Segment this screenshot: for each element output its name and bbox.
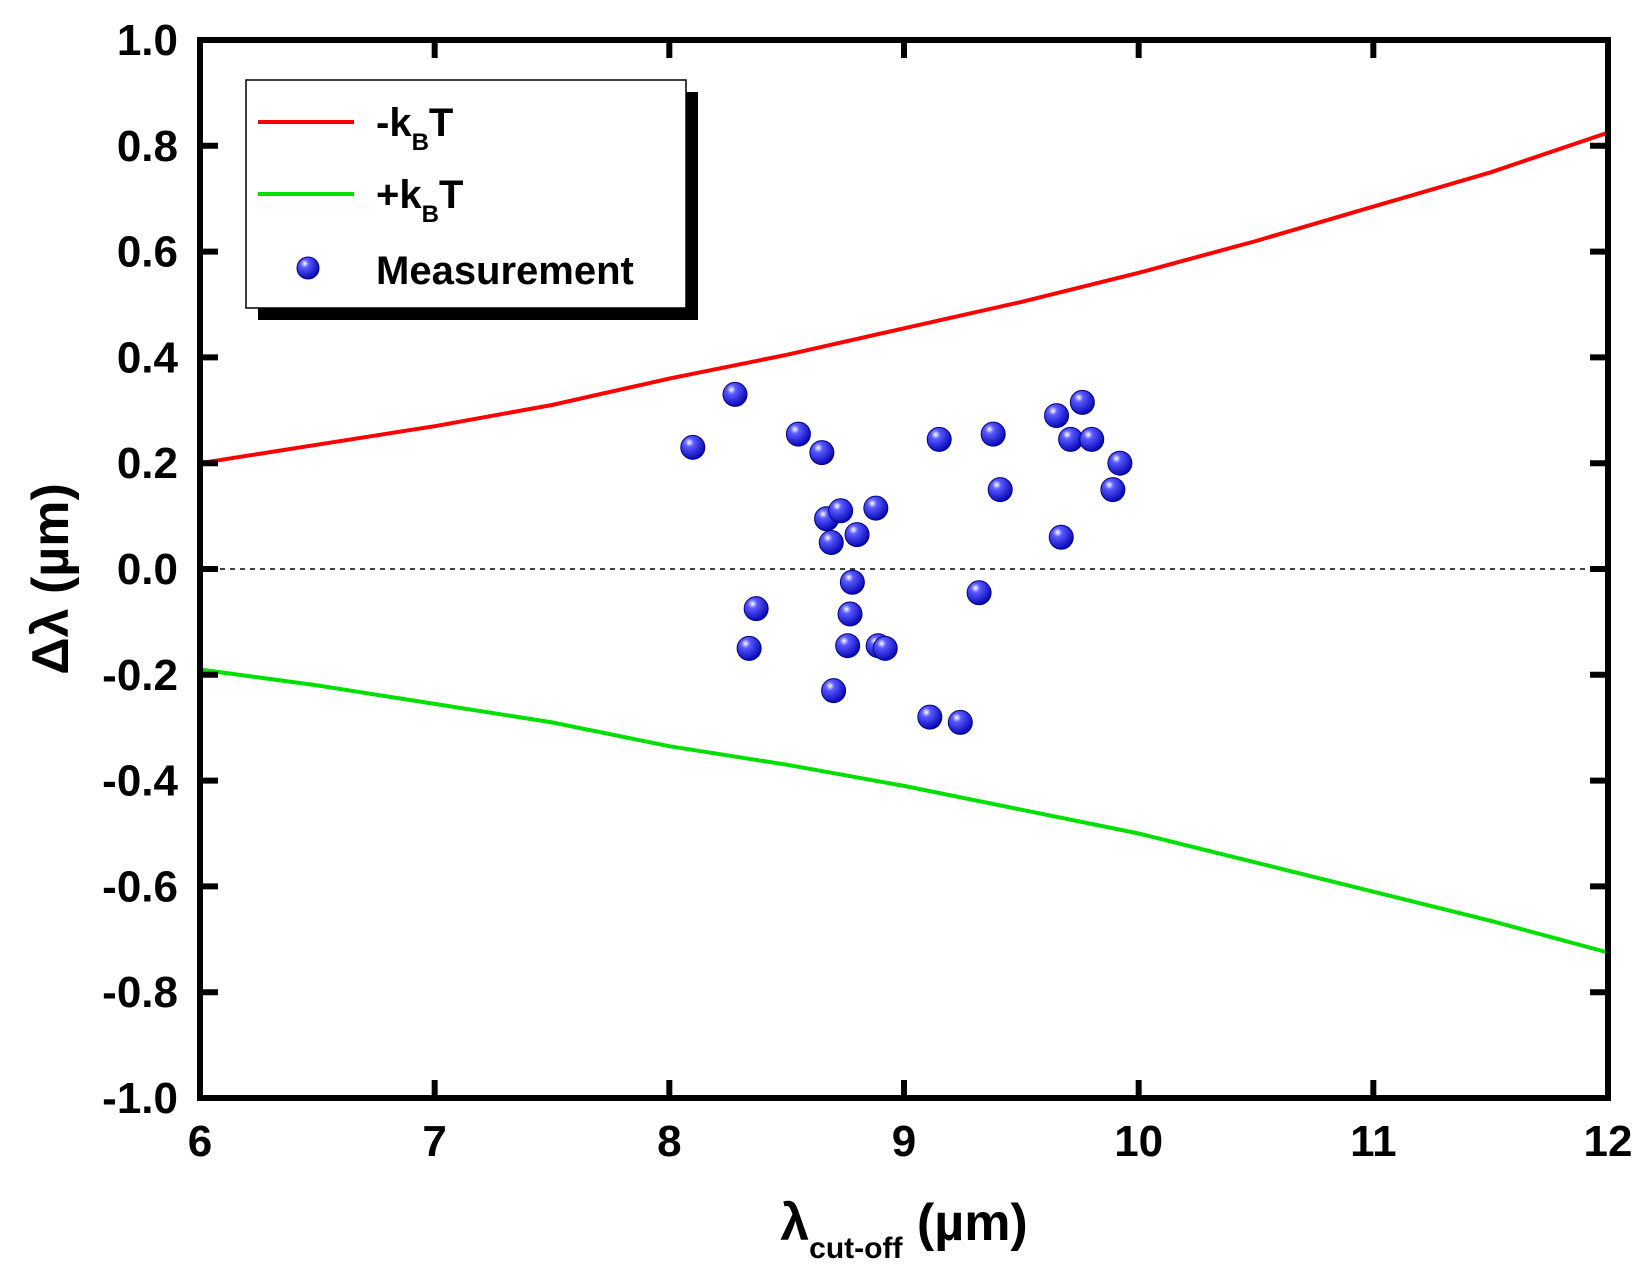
- measurement-point: [863, 495, 889, 521]
- measurement-point: [966, 580, 992, 606]
- y-axis-title: Δλ (µm): [22, 483, 80, 675]
- y-tick-label: -0.4: [102, 757, 178, 806]
- measurement-point: [1079, 426, 1105, 452]
- y-tick-label: -0.6: [102, 862, 178, 911]
- legend-label-tail: T: [429, 101, 453, 145]
- y-tick-label: 0.4: [117, 333, 179, 382]
- legend-label-tail: T: [439, 173, 463, 217]
- measurement-point: [1100, 477, 1126, 503]
- measurement-point: [947, 709, 973, 735]
- x-tick-label: 11: [1350, 1117, 1397, 1166]
- measurement-point: [839, 569, 865, 595]
- x-tick-label: 6: [188, 1117, 212, 1166]
- y-tick-label: -0.8: [102, 968, 178, 1017]
- y-tick-label: 0.2: [117, 439, 178, 488]
- y-tick-label: -1.0: [102, 1074, 178, 1123]
- measurement-point: [785, 421, 811, 447]
- measurement-point: [722, 381, 748, 407]
- legend-label-main: -k: [376, 101, 412, 145]
- x-tick-label: 8: [657, 1117, 681, 1166]
- measurement-point: [809, 440, 835, 466]
- x-axis-title-subscript: cut-off: [809, 1232, 903, 1265]
- measurement-point: [1044, 403, 1070, 429]
- measurement-point: [987, 477, 1013, 503]
- measurement-point: [1048, 524, 1074, 550]
- y-tick-label: 0.8: [117, 122, 178, 171]
- legend-swatch-2: [296, 256, 320, 280]
- measurement-point: [736, 635, 762, 661]
- measurement-point: [926, 426, 952, 452]
- x-axis-title: λcut-off (µm): [780, 1194, 1028, 1265]
- series-line-0: [199, 130, 1609, 466]
- y-tick-label: 0.0: [117, 545, 178, 594]
- legend-label-1: +kBT: [376, 173, 463, 228]
- legend-label-main: +k: [376, 173, 422, 217]
- y-tick-label: 1.0: [117, 16, 178, 65]
- measurement-point: [1058, 426, 1084, 452]
- measurement-point: [1069, 389, 1095, 415]
- measurement-point: [821, 678, 847, 704]
- measurement-point: [1107, 450, 1133, 476]
- legend-label-subscript: B: [422, 201, 439, 228]
- measurement-point: [828, 498, 854, 524]
- measurement-point: [835, 633, 861, 659]
- legend-label-main: Measurement: [376, 249, 634, 293]
- x-axis-title-symbol: λ: [780, 1194, 809, 1252]
- measurement-point: [680, 434, 706, 460]
- x-tick-label: 10: [1114, 1117, 1163, 1166]
- measurement-point: [917, 704, 943, 730]
- measurement-point: [818, 530, 844, 556]
- x-tick-label: 7: [422, 1117, 446, 1166]
- measurement-point: [844, 522, 870, 548]
- y-tick-label: -0.2: [102, 651, 178, 700]
- series-line-1: [199, 667, 1609, 955]
- x-tick-label: 12: [1584, 1117, 1633, 1166]
- legend-label-subscript: B: [412, 129, 429, 156]
- measurement-point: [743, 596, 769, 622]
- y-tick-label: 0.6: [117, 228, 178, 277]
- legend-label-2: Measurement: [376, 249, 634, 293]
- x-axis-title-unit: (µm): [902, 1194, 1027, 1252]
- measurement-point: [872, 635, 898, 661]
- x-tick-label: 9: [892, 1117, 916, 1166]
- legend-label-0: -kBT: [376, 101, 453, 156]
- measurement-point: [837, 601, 863, 627]
- measurement-point: [980, 421, 1006, 447]
